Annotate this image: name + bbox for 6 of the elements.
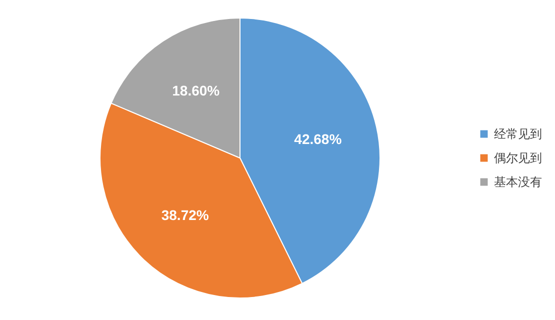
data-label: 42.68% [294,130,342,147]
data-label: 18.60% [172,82,220,98]
legend-label: 基本没有 [494,175,542,189]
legend-label: 偶尔见到 [494,151,542,165]
data-label: 38.72% [161,207,210,224]
legend-label: 经常见到 [494,127,542,141]
